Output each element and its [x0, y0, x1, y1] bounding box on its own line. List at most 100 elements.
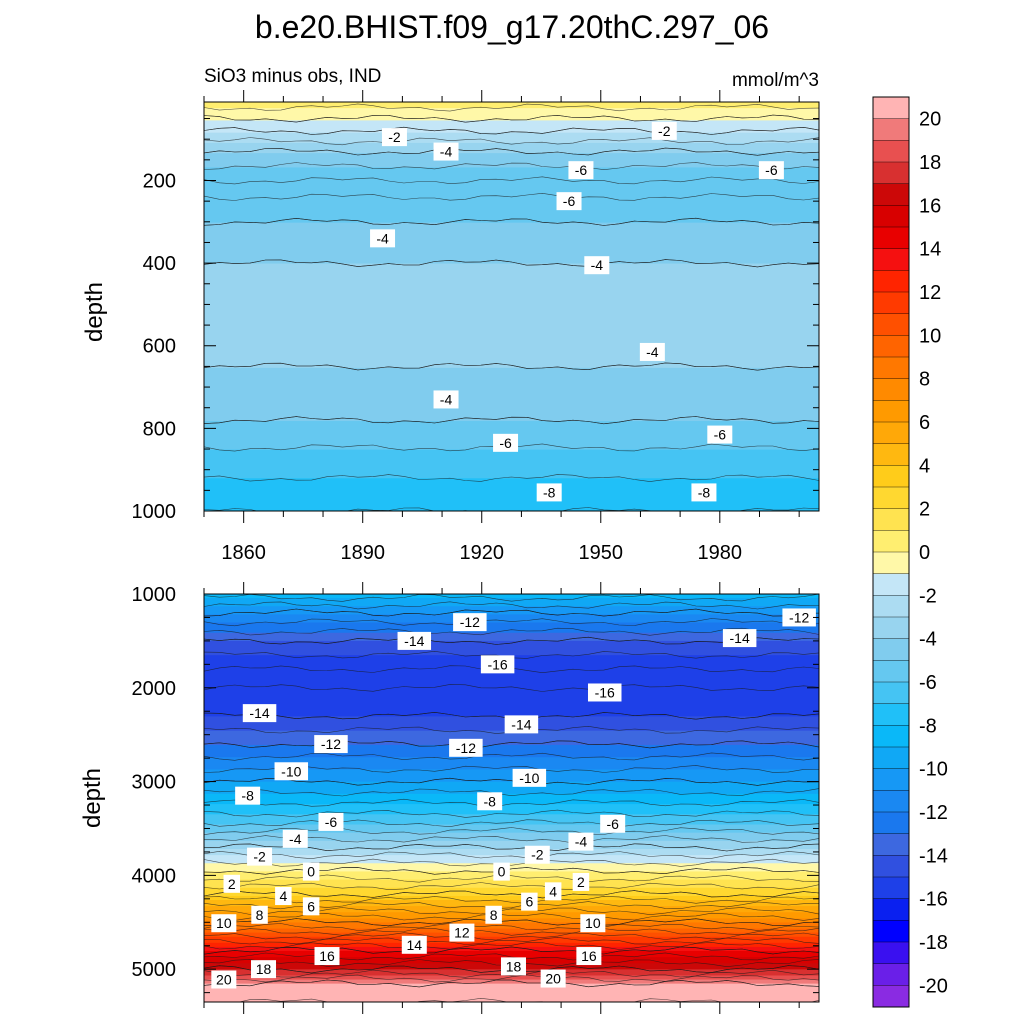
contour-label: 18 — [251, 960, 277, 979]
contour-band — [204, 781, 819, 795]
contour-line — [204, 974, 819, 983]
contour-line — [204, 932, 819, 941]
contour-label-text: 8 — [490, 907, 498, 923]
colorbar-box — [872, 421, 910, 445]
contour-line — [204, 798, 819, 807]
colorbar-box — [872, 183, 910, 206]
contour-label: -14 — [722, 629, 757, 648]
colorbar-box — [872, 313, 910, 336]
contour-label-text: -6 — [765, 162, 778, 178]
contour-label-box — [274, 762, 309, 781]
colorbar-box — [872, 140, 910, 163]
contour-label-text: -2 — [658, 123, 671, 139]
contour-band — [204, 895, 819, 901]
contour-label-box — [235, 786, 261, 805]
contour-label: 4 — [544, 882, 562, 901]
colorbar-label: 12 — [919, 282, 941, 304]
contour-label-box — [282, 829, 308, 848]
contour-label-box — [318, 812, 344, 831]
contour-label-text: 14 — [407, 937, 423, 953]
contour-band — [204, 879, 819, 889]
contour-label-box — [504, 715, 539, 734]
colorbar-label: 10 — [919, 325, 941, 347]
colorbar-box — [872, 270, 910, 293]
contour-label: 6 — [302, 897, 320, 916]
contour-label: -10 — [512, 768, 547, 787]
contour-label-text: -12 — [460, 614, 480, 630]
y-tick-label: 800 — [143, 418, 176, 440]
contour-label-text: -4 — [376, 230, 389, 246]
contour-label: 16 — [576, 947, 602, 966]
contour-label-box — [493, 862, 510, 881]
contour-label: -12 — [782, 608, 816, 627]
y-tick-label: 200 — [143, 170, 176, 192]
contour-label-box — [568, 161, 594, 180]
contour-line — [204, 594, 819, 602]
contour-label-text: -12 — [456, 740, 476, 756]
contour-label-text: -14 — [730, 630, 750, 646]
contour-line — [204, 788, 819, 797]
contour-label-box — [512, 768, 547, 787]
colorbar-label: 16 — [919, 195, 941, 217]
colorbar-box — [872, 855, 910, 878]
contour-band — [204, 793, 819, 805]
contour-label: -8 — [691, 483, 717, 502]
contour-label: 8 — [251, 905, 268, 924]
colorbar-box — [872, 790, 910, 813]
contour-label-text: -12 — [789, 609, 809, 625]
colorbar-label: 20 — [919, 109, 941, 131]
contour-label: -16 — [587, 683, 622, 702]
contour-label-text: -4 — [289, 831, 302, 847]
contour-line — [204, 114, 819, 123]
colorbar-box — [872, 898, 910, 921]
contour-line — [204, 850, 819, 860]
contour-label: -4 — [639, 342, 665, 361]
colorbar-frame — [872, 96, 910, 1008]
contour-label-text: -2 — [388, 129, 401, 145]
contour-label-text: 6 — [307, 898, 315, 914]
chart-title: b.e20.BHIST.f09_g17.20thC.297_06 — [255, 9, 769, 45]
contour-label: 0 — [493, 862, 510, 881]
contour-label-text: 2 — [228, 876, 236, 892]
upper-contour-fill — [204, 102, 819, 511]
colorbar-box — [872, 985, 910, 1008]
contour-label-text: -6 — [714, 427, 727, 443]
contour-label-box — [500, 957, 526, 976]
contour-band — [204, 367, 819, 422]
contour-band — [204, 975, 819, 981]
colorbar-box — [872, 616, 910, 640]
lower-x-axis — [203, 582, 800, 1014]
colorbar-box — [872, 876, 910, 900]
contour-label-box — [211, 914, 237, 933]
contour-band — [204, 840, 819, 850]
lower-contour-fill — [204, 594, 819, 1002]
y-tick-label: 4000 — [132, 865, 177, 887]
contour-band — [204, 979, 819, 985]
contour-band — [204, 132, 819, 144]
colorbar-label: 2 — [919, 499, 930, 521]
contour-label: -4 — [282, 829, 308, 848]
colorbar-label: -10 — [919, 759, 948, 781]
contour-band — [204, 167, 819, 224]
contour-label-box — [639, 342, 665, 361]
contour-line — [204, 969, 819, 978]
contour-label: 10 — [211, 914, 237, 933]
colorbar-box — [872, 941, 910, 965]
colorbar: 20181614121086420-2-4-6-8-10-12-14-16-18… — [872, 96, 948, 1008]
x-tick-label: 1980 — [698, 542, 743, 564]
y-tick-label: 1000 — [132, 501, 177, 523]
contour-line — [204, 918, 819, 927]
y-tick-label: 2000 — [132, 678, 177, 700]
units-label: mmol/m^3 — [732, 70, 819, 91]
colorbar-box — [872, 443, 910, 466]
contour-label: 18 — [500, 957, 526, 976]
contour-band — [204, 855, 819, 864]
contour-label-text: 4 — [549, 883, 557, 899]
contour-label-text: -6 — [575, 162, 588, 178]
lower-plot-frame — [203, 593, 820, 1003]
colorbar-box — [872, 963, 910, 986]
contour-label-box — [397, 631, 432, 650]
upper-panel: -2 -4 -2 -6 -6 -6 -4 -4 -4 -4 -6 -6 -8 -8 200 400 600 80… — [81, 90, 820, 564]
contour-label-box — [540, 969, 566, 988]
